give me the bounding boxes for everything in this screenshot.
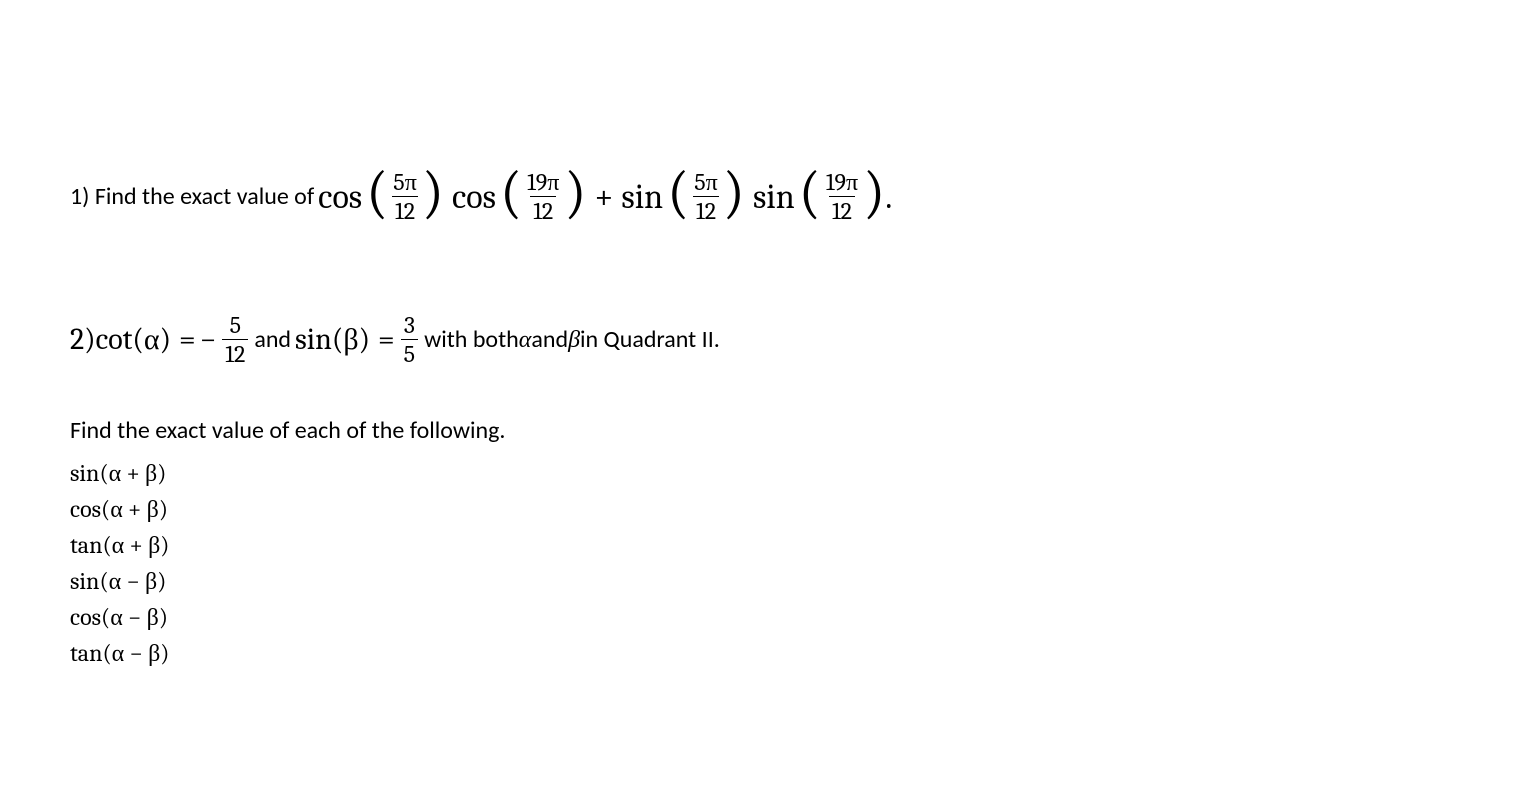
document-page: 1) Find the exact value of cos ( 5π 12 )… (0, 0, 1518, 671)
cot-frac: 5 12 (222, 313, 248, 366)
period-1: . (885, 177, 892, 217)
frac-1-num: 5π (390, 170, 420, 196)
cot-alpha: cot(α) (96, 322, 171, 357)
frac-3-den: 12 (693, 196, 719, 223)
alpha-sym: α (519, 325, 532, 354)
and-short: and (531, 325, 568, 354)
rparen-1: ) (422, 170, 444, 216)
expr-2: cos(α + β) (70, 491, 1518, 527)
frac-2-den: 12 (530, 196, 556, 223)
expr-4: sin(α − β) (70, 563, 1518, 599)
frac-4-num: 19π (823, 170, 861, 196)
func-cos-2: cos (452, 177, 496, 217)
cot-frac-den: 12 (222, 339, 248, 366)
equals-1: = (179, 322, 196, 357)
lparen-4: ( (799, 170, 821, 216)
lparen-3: ( (667, 170, 689, 216)
rparen-4: ) (863, 170, 885, 216)
arg-3: ( 5π 12 ) (667, 170, 745, 223)
arg-4: ( 19π 12 ) (799, 170, 886, 223)
frac-4: 19π 12 (823, 170, 861, 223)
problem-1: 1) Find the exact value of cos ( 5π 12 )… (70, 170, 1518, 223)
expr-3: tan(α + β) (70, 527, 1518, 563)
arg-1: ( 5π 12 ) (366, 170, 444, 223)
with-text-1: with both (424, 325, 519, 354)
find-label: Find the exact value of each of the foll… (70, 416, 1518, 445)
sin-frac-num: 3 (401, 313, 418, 339)
lparen-2: ( (500, 170, 522, 216)
rparen-2: ) (564, 170, 586, 216)
with-text-2: in Quadrant II. (580, 325, 720, 354)
func-sin-1: sin (621, 177, 663, 217)
frac-1: 5π 12 (390, 170, 420, 223)
frac-2-num: 19π (524, 170, 562, 196)
frac-3: 5π 12 (691, 170, 721, 223)
sin-frac: 3 5 (401, 313, 418, 366)
and-text: and (254, 325, 291, 354)
func-sin-2: sin (753, 177, 795, 217)
equals-2: = (378, 322, 395, 357)
sin-beta: sin(β) (295, 322, 370, 357)
lparen-1: ( (366, 170, 388, 216)
problem-1-lead: 1) Find the exact value of (70, 182, 314, 211)
expr-6: tan(α − β) (70, 635, 1518, 671)
beta-sym: β (568, 325, 580, 354)
arg-2: ( 19π 12 ) (500, 170, 587, 223)
plus-op: + (595, 177, 614, 217)
minus-sign: − (200, 322, 217, 357)
problem-2-given: 2) cot(α) = − 5 12 and sin(β) = 3 5 with… (70, 313, 1518, 366)
frac-2: 19π 12 (524, 170, 562, 223)
problem-2-prefix: 2) (70, 322, 96, 357)
expression-list: sin(α + β) cos(α + β) tan(α + β) sin(α −… (70, 455, 1518, 671)
cot-frac-num: 5 (227, 313, 244, 339)
frac-4-den: 12 (829, 196, 855, 223)
func-cos-1: cos (318, 177, 362, 217)
frac-1-den: 12 (392, 196, 418, 223)
rparen-3: ) (723, 170, 745, 216)
expr-5: cos(α − β) (70, 599, 1518, 635)
expr-1: sin(α + β) (70, 455, 1518, 491)
sin-frac-den: 5 (401, 339, 418, 366)
frac-3-num: 5π (691, 170, 721, 196)
